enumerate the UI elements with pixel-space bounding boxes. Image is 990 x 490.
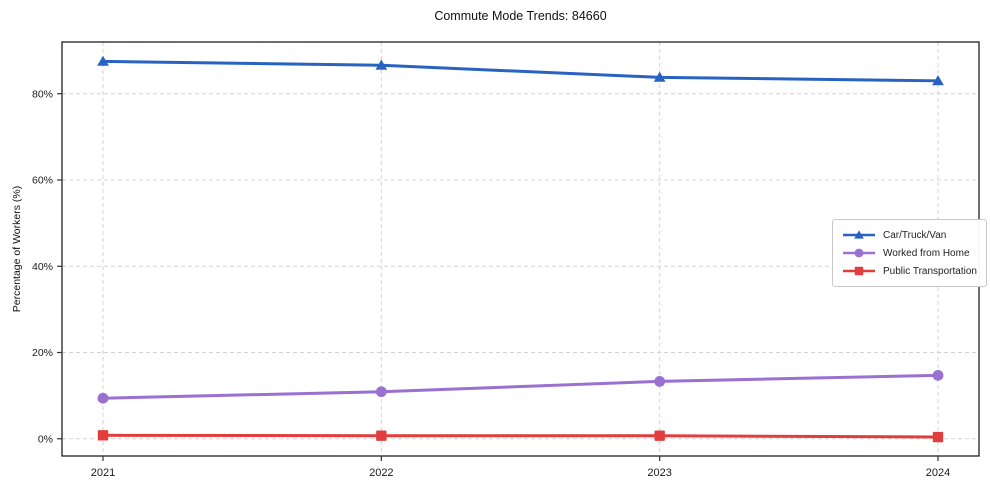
series-line-worked-from-home [101,373,940,400]
legend-swatch-circle [854,248,864,258]
legend-swatch-triangle [854,230,864,239]
legend-label: Public Transportation [883,265,977,277]
data-point-worked-from-home-2023 [654,375,666,387]
legend: Car/Truck/Van Worked from Home Public Tran… [832,219,987,287]
legend-swatch-square [854,266,864,276]
data-point-public-transportation-2022 [376,430,387,441]
square-marker-icon [843,266,875,276]
data-point-public-transportation-2023 [654,430,665,441]
x-tick-label-2024: 2024 [926,467,950,479]
x-tick-label-2022: 2022 [369,467,393,479]
y-tick-label-0: 0% [38,433,53,445]
legend-item-public-transportation: Public Transportation [842,262,977,280]
y-tick-label-20: 20% [32,347,53,359]
legend-label: Car/Truck/Van [883,229,947,241]
series-line-public-transportation [101,433,940,439]
data-point-car-truck-van-2023 [653,71,666,82]
y-tick-label-60: 60% [32,175,53,187]
legend-item-worked-from-home: Worked from Home [842,244,977,262]
legend-label: Worked from Home [883,247,970,259]
legend-item-car-truck-van: Car/Truck/Van [842,226,977,244]
data-point-worked-from-home-2021 [97,392,109,404]
data-point-car-truck-van-2024 [932,75,944,86]
circle-marker-icon [843,248,875,258]
chart-title: Commute Mode Trends: 84660 [434,9,607,23]
data-point-worked-from-home-2022 [375,386,387,398]
data-point-car-truck-van-2022 [375,59,388,70]
data-point-public-transportation-2024 [932,431,944,443]
series-line-car-truck-van [101,59,940,83]
triangle-marker-icon [843,230,875,239]
data-point-worked-from-home-2024 [932,369,944,381]
data-point-car-truck-van-2021 [97,55,109,66]
x-tick-label-2021: 2021 [91,467,115,479]
y-tick-label-40: 40% [32,261,53,273]
x-tick-label-2023: 2023 [647,467,671,479]
y-tick-label-80: 80% [32,88,53,100]
data-point-public-transportation-2021 [97,430,109,441]
